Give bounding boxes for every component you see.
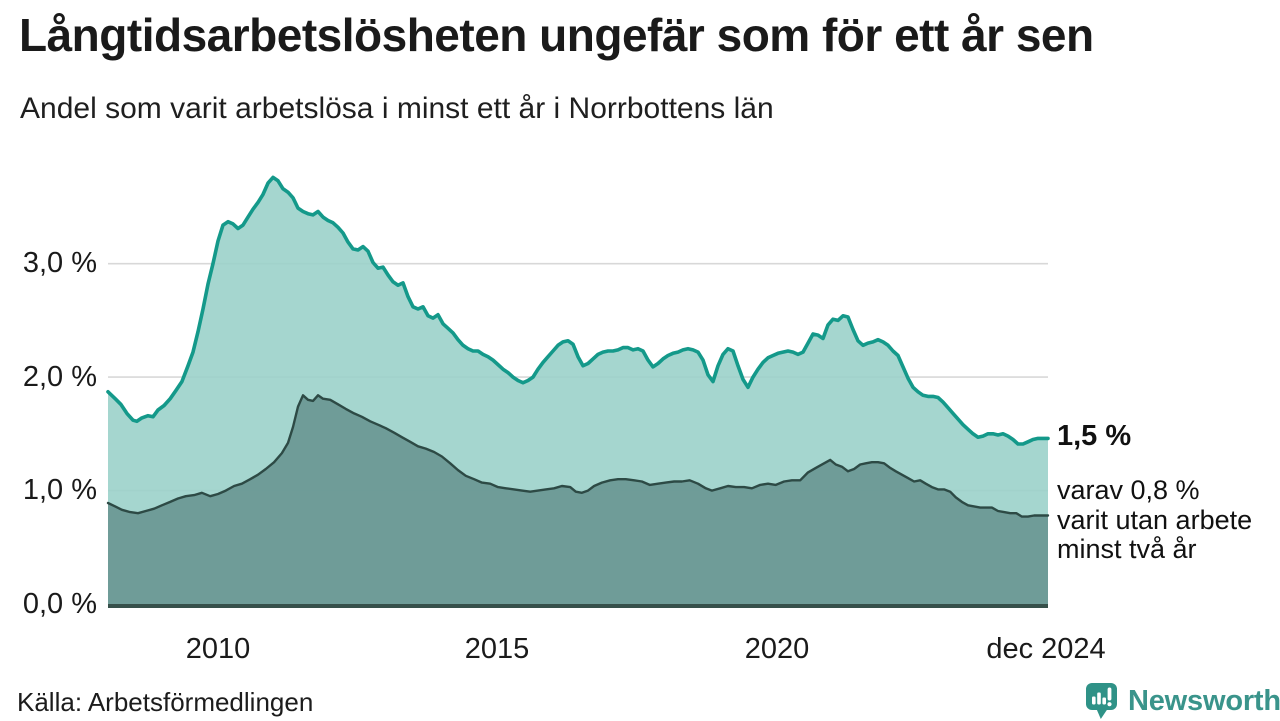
page-subtitle: Andel som varit arbetslösa i minst ett å… — [20, 92, 774, 125]
x-tick-2015: 2015 — [464, 633, 530, 665]
x-tick-2020: 2020 — [744, 633, 810, 665]
end-value-detail: varav 0,8 % varit utan arbete minst två … — [1057, 475, 1253, 565]
x-tick-dec-2024: dec 2024 — [986, 633, 1106, 665]
end-value-detail-line-1: varav 0,8 % — [1057, 475, 1200, 505]
end-value-detail-line-3: minst två år — [1057, 534, 1197, 564]
end-value-label: 1,5 % — [1057, 420, 1132, 452]
area-minst-tva-ar — [108, 395, 1048, 604]
y-tick-2: 2,0 % — [22, 361, 97, 393]
newsworthy-logo-icon — [1086, 683, 1117, 719]
y-tick-1: 1,0 % — [22, 474, 97, 506]
end-value-detail-line-2: varit utan arbete — [1057, 504, 1253, 535]
source-credit: Källa: Arbetsförmedlingen — [17, 687, 314, 717]
page-title: Långtidsarbetslösheten ungefär som för e… — [19, 9, 1094, 61]
y-tick-0: 0,0 % — [22, 588, 97, 620]
newsworthy-logo-text: Newsworthy — [1128, 685, 1280, 717]
y-tick-3: 3,0 % — [22, 247, 97, 279]
line-minst-tva-ar — [106, 394, 1050, 518]
x-tick-2010: 2010 — [185, 633, 251, 665]
line-minst-ett-ar — [106, 175, 1050, 446]
newsworthy-logo: Newsworthy — [1084, 681, 1280, 721]
